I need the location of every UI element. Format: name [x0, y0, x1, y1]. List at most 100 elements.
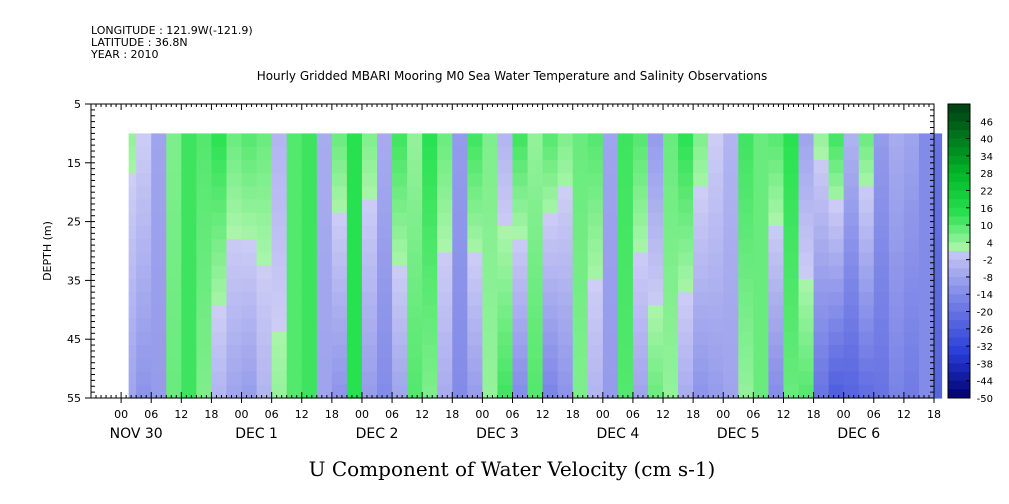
heatmap-cell: [128, 239, 137, 254]
heatmap-cell: [617, 292, 634, 306]
heatmap-cell: [843, 199, 860, 214]
heatmap-cell: [301, 292, 318, 306]
heatmap-cell: [301, 226, 318, 240]
heatmap-cell: [136, 226, 152, 240]
day-label: DEC 4: [596, 426, 639, 442]
heatmap-cell: [136, 265, 152, 280]
heatmap-cell: [151, 173, 167, 187]
heatmap-cell: [663, 331, 679, 346]
heatmap-cell: [602, 212, 619, 227]
heatmap-cell: [738, 146, 754, 161]
heatmap-cell: [617, 226, 634, 240]
heatmap-cell: [452, 331, 468, 346]
heatmap-cell: [602, 345, 619, 359]
heatmap-cell: [452, 133, 468, 148]
heatmap-cell: [422, 146, 438, 161]
heatmap-cell: [512, 146, 529, 161]
heatmap-cell: [181, 159, 197, 174]
heatmap-cell: [527, 239, 544, 254]
heatmap-cell: [286, 358, 303, 373]
heatmap-cell: [151, 146, 167, 161]
heatmap-cell: [452, 252, 468, 267]
heatmap-cell: [602, 226, 619, 240]
colorbar-swatch: [948, 173, 970, 183]
heatmap-cell: [256, 265, 273, 280]
heatmap-cell: [798, 252, 815, 267]
colorbar-label: -44: [977, 377, 993, 388]
heatmap-cell: [708, 292, 724, 306]
heatmap-cell: [934, 146, 943, 161]
heatmap-cell: [798, 278, 815, 293]
heatmap-cell: [361, 305, 378, 320]
heatmap-cell: [617, 212, 634, 227]
heatmap-cell: [753, 159, 770, 174]
heatmap-cell: [873, 226, 890, 240]
heatmap-cell: [286, 212, 303, 227]
heatmap-cell: [768, 265, 785, 280]
heatmap-cell: [678, 252, 694, 267]
heatmap-cell: [437, 318, 453, 333]
heatmap-cell: [934, 186, 943, 201]
heatmap-cell: [512, 265, 529, 280]
heatmap-cell: [256, 199, 273, 214]
heatmap-cell: [843, 212, 860, 227]
heatmap-cell: [723, 173, 739, 187]
heatmap-cell: [241, 305, 258, 320]
heatmap-cell: [828, 305, 845, 320]
heatmap-cell: [843, 331, 860, 346]
heatmap-cell: [128, 318, 137, 333]
heatmap-cell: [542, 318, 559, 333]
heatmap-cell: [768, 384, 785, 399]
heatmap-cell: [602, 199, 619, 214]
colorbar-swatch: [948, 311, 970, 321]
heatmap-cell: [512, 199, 529, 214]
heatmap-cell: [632, 212, 649, 227]
heatmap-cell: [181, 212, 197, 227]
heatmap-cell: [647, 173, 664, 187]
day-label: DEC 2: [356, 426, 399, 442]
heatmap-cell: [437, 252, 453, 267]
heatmap-cell: [527, 226, 544, 240]
heatmap-cell: [256, 292, 273, 306]
heatmap-cell: [663, 305, 679, 320]
heatmap-cell: [437, 186, 453, 201]
heatmap-cell: [542, 186, 559, 201]
heatmap-cell: [632, 305, 649, 320]
heatmap-cell: [467, 133, 483, 148]
heatmap-cell: [843, 239, 860, 254]
heatmap-cell: [798, 292, 815, 306]
colorbar-swatch: [948, 268, 970, 278]
heatmap-cell: [271, 186, 288, 201]
heatmap-cell: [196, 278, 213, 293]
heatmap-cell: [166, 159, 182, 174]
heatmap-cell: [813, 265, 830, 280]
heatmap-cell: [377, 212, 393, 227]
heatmap-cell: [873, 199, 890, 214]
heatmap-cell: [723, 186, 739, 201]
heatmap-cell: [271, 226, 288, 240]
heatmap-cell: [467, 173, 483, 187]
heatmap-cell: [437, 173, 453, 187]
chart-title: Hourly Gridded MBARI Mooring M0 Sea Wate…: [257, 69, 768, 83]
heatmap-cell: [452, 345, 468, 359]
heatmap-cell: [467, 384, 483, 399]
heatmap-cell: [256, 305, 273, 320]
x-tick-label: 06: [144, 408, 158, 421]
heatmap-cell: [527, 265, 544, 280]
heatmap-cell: [693, 252, 709, 267]
heatmap-cell: [331, 358, 348, 373]
latitude-label: LATITUDE : 36.8N: [91, 36, 188, 49]
heatmap-cell: [557, 199, 574, 214]
heatmap-cell: [587, 239, 604, 254]
heatmap-cell: [602, 159, 619, 174]
heatmap-cell: [181, 331, 197, 346]
heatmap-cell: [136, 331, 152, 346]
heatmap-cell: [467, 265, 483, 280]
heatmap-cell: [256, 384, 273, 399]
heatmap-cell: [708, 133, 724, 148]
heatmap-cell: [151, 345, 167, 359]
heatmap-cell: [903, 345, 920, 359]
heatmap-cell: [828, 278, 845, 293]
heatmap-cell: [437, 384, 453, 399]
heatmap-cell: [903, 159, 920, 174]
